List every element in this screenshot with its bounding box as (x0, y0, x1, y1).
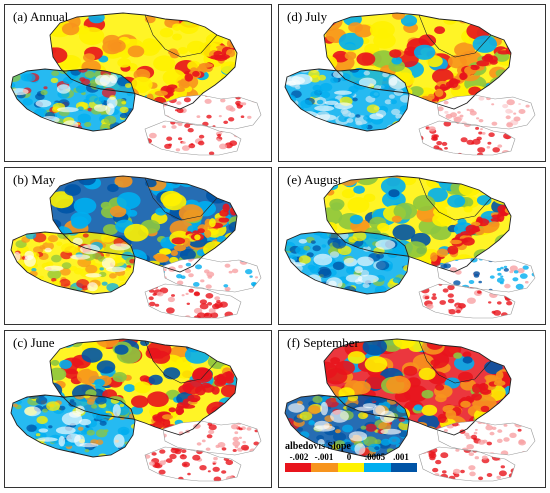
mongolia-outline (323, 175, 512, 273)
inset-outline-lower (144, 120, 242, 156)
legend-tick: 0 (346, 452, 352, 462)
inset-outline-upper (162, 257, 262, 293)
internal-boundary (144, 177, 218, 221)
internal-boundary (418, 14, 492, 58)
map-figure (10, 338, 262, 482)
legend-colorbar (285, 463, 418, 472)
map-panel-annual: (a) Annual (4, 4, 272, 162)
color-legend: albedoVIS Slope -.002 -.001 0 .0005 .001 (285, 441, 418, 472)
tibet-outline (284, 68, 410, 132)
inset-outline-lower (418, 283, 516, 319)
internal-boundary (418, 177, 492, 221)
inset-map-upper (437, 95, 535, 129)
legend-tick: -.001 (314, 452, 334, 462)
panel-label: (c) June (13, 335, 55, 350)
tibet-outline (10, 68, 136, 132)
tibet-outline (284, 231, 410, 295)
mongolia-outline (323, 338, 512, 436)
inset-outline-upper (436, 94, 536, 130)
inset-outline-lower (144, 283, 242, 319)
inset-outline-upper (436, 420, 536, 456)
legend-swatch (337, 463, 365, 472)
map-figure (284, 175, 536, 319)
inset-outline-upper (162, 420, 262, 456)
panel-label: (f) September (287, 335, 359, 350)
legend-ticks: -.002 -.001 0 .0005 .001 (285, 452, 417, 463)
internal-boundary (144, 14, 218, 58)
panel-label: (d) July (287, 9, 328, 24)
inset-outline-upper (436, 257, 536, 293)
inset-map-upper (163, 421, 261, 455)
mongolia-outline (323, 12, 512, 110)
map-figure (284, 338, 536, 482)
inset-outline-upper (162, 94, 262, 130)
legend-tick: -.002 (289, 452, 309, 462)
inset-map-lower (145, 447, 241, 481)
legend-swatch (285, 463, 312, 472)
inset-outline-lower (418, 120, 516, 156)
map-panel-july: (d) July (278, 4, 546, 162)
tibet-outline (284, 394, 410, 458)
internal-boundary (144, 340, 218, 384)
map-figure (10, 175, 262, 319)
map-panel-may: (b) May (4, 167, 272, 325)
legend-title-subscript: VIS (313, 443, 326, 451)
legend-swatch (364, 463, 391, 472)
legend-title: albedoVIS Slope (285, 441, 417, 452)
tibet-outline (10, 394, 136, 458)
panel-label: (b) May (13, 172, 56, 187)
legend-swatch (390, 463, 418, 472)
inset-outline-lower (418, 446, 516, 482)
tibet-no-data (24, 404, 125, 448)
mongolia-outline (49, 12, 238, 110)
legend-tick: .001 (393, 452, 409, 462)
legend-tick: .0005 (364, 452, 386, 462)
panel-label: (e) August (287, 172, 342, 187)
internal-boundary (418, 340, 492, 384)
panel-label: (a) Annual (13, 9, 69, 24)
mongolia-outline (49, 175, 238, 273)
map-figure (284, 12, 536, 156)
tibet-no-data (286, 401, 402, 455)
inset-outline-lower (144, 446, 242, 482)
map-panel-august: (e) August (278, 167, 546, 325)
map-panel-june: (c) June (4, 330, 272, 488)
legend-swatch (311, 463, 338, 472)
tibet-outline (10, 231, 136, 295)
legend-title-main: albedo (285, 441, 314, 452)
mongolia-outline (49, 338, 238, 436)
map-panel-september: (f) September albedoVIS Slope -.002 -.00… (278, 330, 546, 488)
map-figure (10, 12, 262, 156)
legend-title-suffix: Slope (325, 441, 351, 452)
